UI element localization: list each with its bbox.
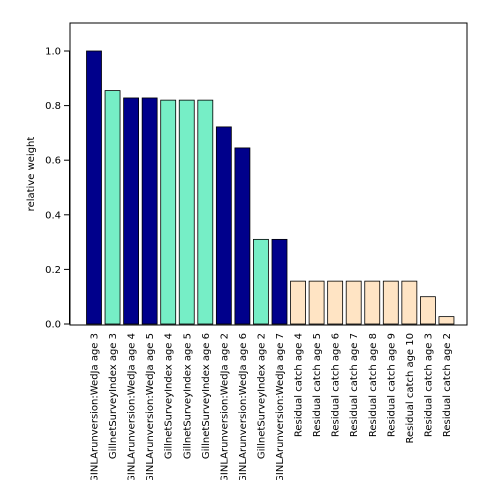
bar	[308, 280, 325, 325]
x-tick-label: Residual catch age 8	[368, 333, 379, 437]
x-tick-label: Residual catch age 5	[312, 333, 323, 437]
bar	[271, 238, 288, 325]
bar	[123, 97, 139, 325]
bar	[197, 99, 214, 325]
x-tick-label: Residual catch age 7	[349, 333, 360, 437]
x-tick-label: Residual catch age 9	[386, 333, 397, 437]
x-tick-label: Residual catch age 2	[442, 333, 453, 437]
bar	[345, 280, 362, 325]
x-tick-label: GINLArunversion:WedJa age 7	[275, 333, 286, 480]
x-tick-label: Residual catch age 3	[423, 333, 434, 437]
x-tick-label: GillnetSurveyIndex age 6	[201, 333, 212, 459]
x-tick-labels: GINLArunversion:WedJa age 3 GillnetSurvey…	[90, 333, 453, 480]
x-tick-label: Residual catch age 4	[294, 333, 305, 437]
bar	[401, 280, 418, 325]
y-tick-label: 0.6	[45, 156, 61, 167]
y-tick-label: 0.4	[45, 210, 61, 221]
x-tick-label: Residual catch age 10	[405, 333, 416, 444]
bar	[253, 238, 269, 325]
y-tick-label: 0.8	[45, 101, 61, 112]
x-tick-label: GINLArunversion:WedJa age 3	[90, 333, 101, 480]
x-tick-label: GINLArunversion:WedJa age 5	[145, 333, 156, 480]
x-tick-label: GINLArunversion:WedJa age 2	[219, 333, 230, 480]
x-tick-label: GillnetSurveyIndex age 3	[108, 333, 119, 459]
bar	[234, 147, 251, 325]
bar	[438, 316, 455, 325]
bar	[419, 296, 436, 325]
x-tick-label: GillnetSurveyIndex age 5	[182, 333, 193, 459]
bar	[215, 126, 232, 325]
x-tick-label: GillnetSurveyIndex age 4	[164, 333, 175, 459]
x-tick-label: GillnetSurveyIndex age 2	[256, 333, 267, 459]
bar	[86, 50, 102, 325]
bars	[86, 50, 455, 325]
bar	[160, 99, 177, 325]
y-tick-label: 0.0	[45, 320, 61, 331]
bar	[290, 280, 306, 325]
y-tick-label: 0.2	[45, 265, 61, 276]
bar	[364, 280, 381, 325]
y-tick-label: 1.0	[45, 47, 61, 58]
bar	[178, 99, 195, 325]
x-tick-label: GINLArunversion:WedJa age 6	[238, 333, 249, 480]
bar	[104, 90, 121, 325]
bar	[327, 280, 344, 325]
x-tick-label: GINLArunversion:WedJa age 4	[127, 333, 138, 480]
y-axis-label: relative weight	[26, 137, 37, 212]
y-axis: 0.0 0.2 0.4 0.6 0.8 1.0	[45, 47, 70, 331]
x-tick-label: Residual catch age 6	[331, 333, 342, 437]
bar	[141, 97, 158, 325]
bar	[382, 280, 399, 325]
